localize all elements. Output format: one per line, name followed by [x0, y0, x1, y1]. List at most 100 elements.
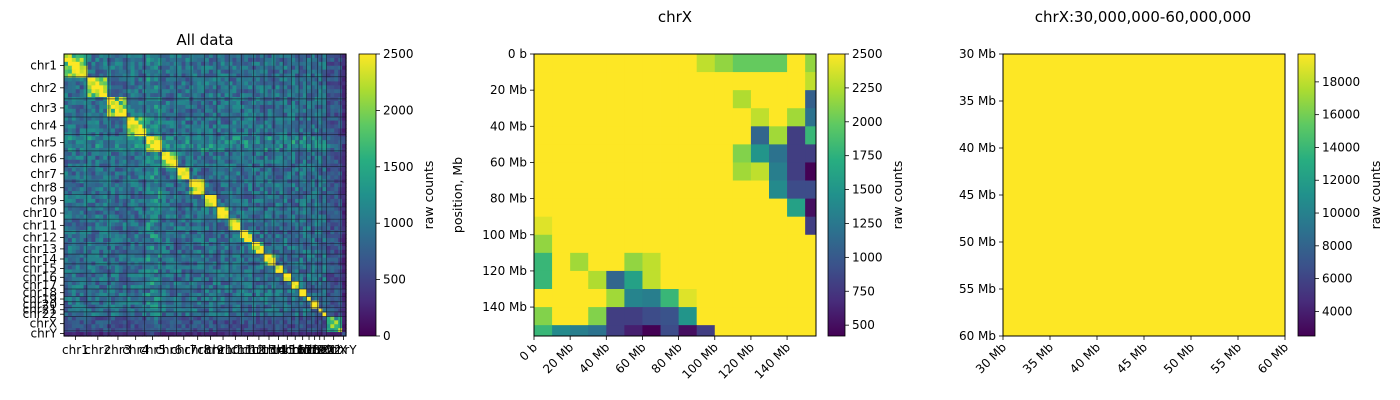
matrix-cell: [71, 300, 77, 306]
matrix-cell: [338, 167, 343, 173]
matrix-cell: [91, 54, 96, 59]
matrix-cell: [208, 285, 214, 290]
matrix-cell: [165, 218, 171, 224]
matrix-cell: [291, 308, 296, 314]
matrix-cell: [67, 273, 73, 278]
matrix-cell: [150, 101, 155, 106]
matrix-cell: [236, 285, 241, 290]
matrix-cell: [118, 57, 124, 63]
matrix-cell: [161, 210, 167, 216]
matrix-cell: [287, 285, 292, 290]
matrix-cell: [67, 265, 73, 271]
matrix-cell: [216, 249, 222, 255]
matrix-cell: [181, 202, 187, 208]
matrix-cell: [138, 73, 143, 79]
matrix-cell: [64, 85, 69, 90]
matrix-cell: [107, 116, 112, 122]
matrix-cell: [79, 179, 85, 184]
matrix-cell: [291, 312, 296, 318]
matrix-cell: [169, 57, 175, 63]
matrix-cell: [212, 155, 218, 161]
matrix-cell: [205, 183, 210, 188]
matrix-cell: [114, 245, 120, 251]
matrix-cell: [220, 285, 226, 290]
matrix-cell: [255, 183, 261, 188]
matrix-cell: [267, 81, 273, 86]
matrix-cell: [154, 281, 159, 286]
matrix-cell: [75, 210, 81, 216]
matrix-cell: [114, 104, 120, 110]
matrix-cell: [87, 273, 93, 278]
matrix-cell: [283, 312, 288, 318]
matrix-cell: [83, 151, 89, 157]
matrix-cell: [126, 285, 132, 290]
matrix-cell: [64, 210, 69, 216]
matrix-cell: [216, 155, 222, 161]
matrix-cell: [161, 218, 167, 224]
matrix-cell: [330, 277, 335, 282]
matrix-cell: [302, 198, 308, 204]
matrix-cell: [236, 93, 241, 98]
matrix-cell: [334, 97, 339, 102]
matrix-cell: [71, 312, 77, 318]
matrix-cell: [67, 116, 73, 122]
matrix-cell: [79, 257, 85, 263]
matrix-cell: [169, 285, 175, 290]
matrix-cell: [263, 136, 269, 141]
matrix-cell: [287, 249, 292, 255]
matrix-cell: [224, 116, 230, 122]
matrix-cell: [130, 140, 136, 145]
matrix-cell: [130, 324, 136, 329]
matrix-cell: [248, 265, 253, 271]
matrix-cell: [118, 183, 124, 188]
matrix-cell: [138, 101, 143, 106]
matrix-cell: [326, 187, 331, 192]
matrix-cell: [193, 116, 198, 122]
matrix-cell: [197, 101, 202, 106]
matrix-cell: [259, 312, 265, 318]
matrix-cell: [64, 89, 69, 94]
matrix-cell: [75, 128, 81, 133]
matrix-cell: [342, 140, 347, 145]
matrix-cell: [169, 214, 175, 220]
matrix-cell: [224, 61, 230, 67]
matrix-cell: [201, 155, 206, 161]
matrix-cell: [267, 296, 273, 302]
matrix-cell: [154, 296, 159, 302]
matrix-cell: [248, 234, 253, 239]
matrix-cell: [216, 206, 222, 212]
matrix-cell: [185, 285, 190, 290]
matrix-cell: [208, 57, 214, 63]
matrix-cell: [259, 238, 265, 243]
matrix-cell: [322, 316, 328, 321]
matrix-cell: [189, 116, 194, 122]
matrix-cell: [91, 187, 96, 192]
matrix-cell: [158, 116, 163, 122]
matrix-cell: [314, 144, 320, 149]
matrix-cell: [220, 175, 226, 180]
matrix-cell: [169, 179, 175, 184]
matrix-cell: [330, 140, 335, 145]
matrix-cell: [314, 296, 320, 302]
matrix-cell: [208, 304, 214, 310]
matrix-cell: [111, 187, 116, 192]
matrix-cell: [177, 108, 183, 114]
matrix-cell: [220, 179, 226, 184]
matrix-cell: [330, 112, 335, 118]
matrix-cell: [173, 249, 179, 255]
matrix-cell: [87, 277, 93, 282]
matrix-cell: [326, 242, 331, 247]
matrix-cell: [67, 214, 73, 220]
matrix-cell: [263, 65, 269, 71]
matrix-cell: [154, 57, 159, 63]
matrix-cell: [240, 124, 245, 130]
matrix-cell: [295, 57, 300, 63]
matrix-cell: [212, 124, 218, 130]
matrix-cell: [122, 108, 128, 114]
matrix-cell: [138, 206, 143, 212]
matrix-cell: [134, 159, 140, 165]
matrix-cell: [122, 61, 128, 67]
matrix-cell: [71, 324, 77, 329]
matrix-cell: [295, 108, 300, 114]
matrix-cell: [169, 222, 175, 227]
